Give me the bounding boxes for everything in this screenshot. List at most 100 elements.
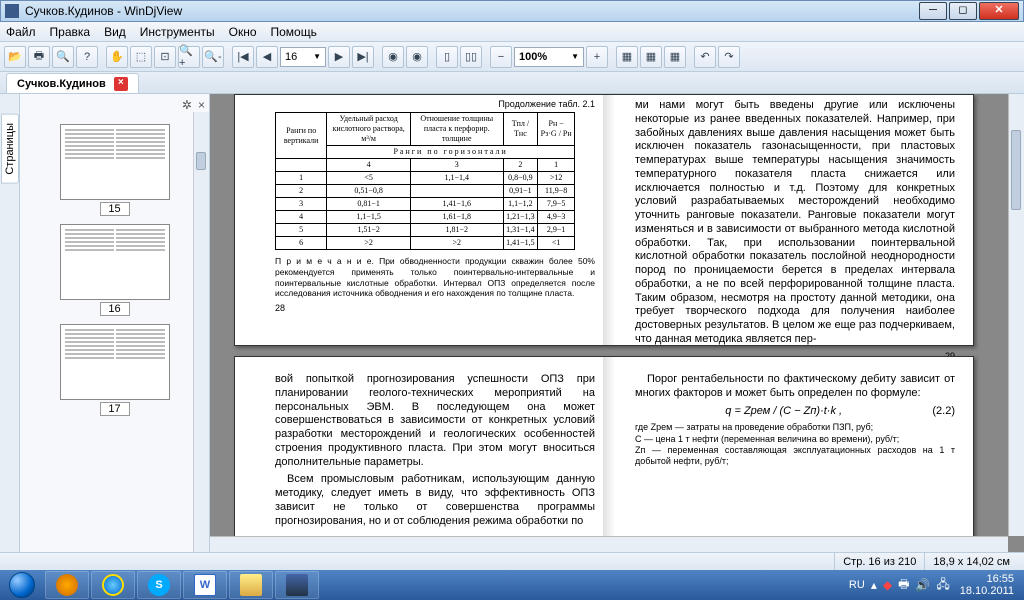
page-spread: вой попыткой прогнозирования успешности … [234, 356, 974, 538]
sidebar-tab-pages[interactable]: Страницы [1, 114, 19, 184]
zoom-minus-icon[interactable]: − [490, 46, 512, 68]
thumbnail[interactable]: 15 [60, 124, 170, 216]
tray-volume-icon[interactable]: 🔊 [915, 578, 930, 592]
rotate-right-icon[interactable]: ↷ [718, 46, 740, 68]
document-view[interactable]: Продолжение табл. 2.1 Ранги по вертикали… [210, 94, 1024, 552]
rotate-left-icon[interactable]: ↶ [694, 46, 716, 68]
next-page-icon[interactable]: ▶ [328, 46, 350, 68]
minimize-button[interactable]: ─ [919, 2, 947, 20]
prev-page-icon[interactable]: ◀ [256, 46, 278, 68]
taskbar-app-mediaplayer[interactable] [45, 571, 89, 599]
continuous-icon[interactable]: ▯▯ [460, 46, 482, 68]
page-right: Порог рентабельности по фактическому деб… [635, 373, 955, 467]
system-tray: RU ▴ ◆ 🖶 🔊 🖧 16:55 18.10.2011 [843, 573, 1024, 597]
table-caption: Продолжение табл. 2.1 [275, 99, 595, 110]
menubar: Файл Правка Вид Инструменты Окно Помощь [0, 22, 1024, 42]
open-icon[interactable]: 📂 [4, 46, 26, 68]
document-tab[interactable]: Сучков.Кудинов × [6, 73, 139, 93]
status-dimensions: 18,9 x 14,02 см [924, 553, 1018, 570]
tray-printer-icon[interactable]: 🖶 [898, 575, 909, 596]
zoom-out-icon[interactable]: 🔍- [202, 46, 224, 68]
sidebar: Страницы ✲ × 15 16 17 [0, 94, 210, 552]
thumbnail-label: 15 [100, 202, 130, 216]
menu-window[interactable]: Окно [229, 25, 257, 39]
window-title: Сучков.Кудинов - WinDjView [25, 4, 917, 18]
last-page-icon[interactable]: ▶| [352, 46, 374, 68]
panel-settings-icon[interactable]: ✲ [182, 98, 192, 116]
hand-tool-icon[interactable]: ✋ [106, 46, 128, 68]
titlebar: Сучков.Кудинов - WinDjView ─ ◻ ✕ [0, 0, 1024, 22]
where-line: Zп — переменная составляющая эксплуатаци… [635, 445, 955, 468]
taskbar-app-skype[interactable]: S [137, 571, 181, 599]
nav-fwd-icon[interactable]: ◉ [406, 46, 428, 68]
print-icon[interactable]: 🖶 [28, 46, 50, 68]
tray-time: 16:55 [960, 573, 1014, 585]
tray-network-icon[interactable]: 🖧 [936, 575, 949, 596]
tray-lang[interactable]: RU [849, 579, 865, 591]
tray-clock[interactable]: 16:55 18.10.2011 [956, 573, 1018, 597]
status-page: Стр. 16 из 210 [834, 553, 924, 570]
maximize-button[interactable]: ◻ [949, 2, 977, 20]
zoom-in-icon[interactable]: 🔍+ [178, 46, 200, 68]
page-number-input[interactable]: 16 ▼ [280, 47, 326, 67]
thumbnail-label: 17 [100, 402, 130, 416]
taskbar-app-windjview[interactable] [275, 571, 319, 599]
taskbar-app-ie[interactable] [91, 571, 135, 599]
menu-file[interactable]: Файл [6, 25, 36, 39]
vertical-scrollbar[interactable] [1008, 94, 1024, 536]
page-dropdown-icon[interactable]: ▼ [313, 52, 321, 61]
thumbnail[interactable]: 17 [60, 324, 170, 416]
body-text: ми нами могут быть введены другие или ис… [635, 99, 955, 347]
layout3-icon[interactable]: ▦ [664, 46, 686, 68]
page-spread: Продолжение табл. 2.1 Ранги по вертикали… [234, 94, 974, 346]
menu-help[interactable]: Помощь [271, 25, 317, 39]
zoom-value: 100% [519, 51, 547, 63]
page-number-left: 28 [275, 303, 595, 314]
taskbar-app-word[interactable]: W [183, 571, 227, 599]
first-page-icon[interactable]: |◀ [232, 46, 254, 68]
layout1-icon[interactable]: ▦ [616, 46, 638, 68]
info-icon[interactable]: ? [76, 46, 98, 68]
thumbnail-label: 16 [100, 302, 130, 316]
where-line: где Zрем — затраты на проведение обработ… [635, 422, 955, 433]
page-right: ми нами могут быть введены другие или ис… [635, 99, 955, 362]
zoom-dropdown-icon[interactable]: ▼ [571, 52, 579, 61]
page-number-value: 16 [285, 51, 297, 63]
start-button[interactable] [0, 570, 44, 600]
table-note: П р и м е ч а н и е. При обводненности п… [275, 256, 595, 299]
body-text: Всем промысловым работникам, использующи… [275, 473, 595, 528]
main-area: Страницы ✲ × 15 16 17 [0, 94, 1024, 552]
zoom-input[interactable]: 100% ▼ [514, 47, 584, 67]
zoom-plus-icon[interactable]: + [586, 46, 608, 68]
toolbar: 📂 🖶 🔍 ? ✋ ⬚ ⊡ 🔍+ 🔍- |◀ ◀ 16▼ ▶ ▶| ◉ ◉ ▯ … [0, 42, 1024, 72]
body-text: вой попыткой прогнозирования успешности … [275, 373, 595, 469]
nav-back-icon[interactable]: ◉ [382, 46, 404, 68]
select-tool-icon[interactable]: ⬚ [130, 46, 152, 68]
sidebar-scrollbar[interactable] [193, 112, 209, 552]
tray-shield-icon[interactable]: ◆ [883, 578, 892, 592]
layout2-icon[interactable]: ▦ [640, 46, 662, 68]
data-table: Ранги по вертикали Удельный расход кисло… [275, 112, 575, 250]
thumbnails-panel: ✲ × 15 16 17 [20, 94, 209, 552]
marquee-zoom-icon[interactable]: ⊡ [154, 46, 176, 68]
tray-chevron-icon[interactable]: ▴ [871, 578, 877, 592]
menu-tools[interactable]: Инструменты [140, 25, 215, 39]
tray-date: 18.10.2011 [960, 585, 1014, 597]
page-left: Продолжение табл. 2.1 Ранги по вертикали… [275, 99, 595, 314]
menu-view[interactable]: Вид [104, 25, 126, 39]
page-left: вой попыткой прогнозирования успешности … [275, 373, 595, 528]
tabstrip: Сучков.Кудинов × [0, 72, 1024, 94]
find-icon[interactable]: 🔍 [52, 46, 74, 68]
tab-close-icon[interactable]: × [114, 77, 128, 91]
windows-orb-icon [9, 572, 35, 598]
where-line: C — цена 1 т нефти (переменная величина … [635, 434, 955, 445]
horizontal-scrollbar[interactable] [210, 536, 1008, 552]
close-button[interactable]: ✕ [979, 2, 1019, 20]
sidebar-tabs: Страницы [0, 94, 20, 552]
taskbar-app-explorer[interactable] [229, 571, 273, 599]
single-page-icon[interactable]: ▯ [436, 46, 458, 68]
formula: q = Zрем / (C − Zп)·t·k ,(2.2) [635, 405, 955, 419]
app-icon [5, 4, 19, 18]
thumbnail[interactable]: 16 [60, 224, 170, 316]
menu-edit[interactable]: Правка [50, 25, 91, 39]
